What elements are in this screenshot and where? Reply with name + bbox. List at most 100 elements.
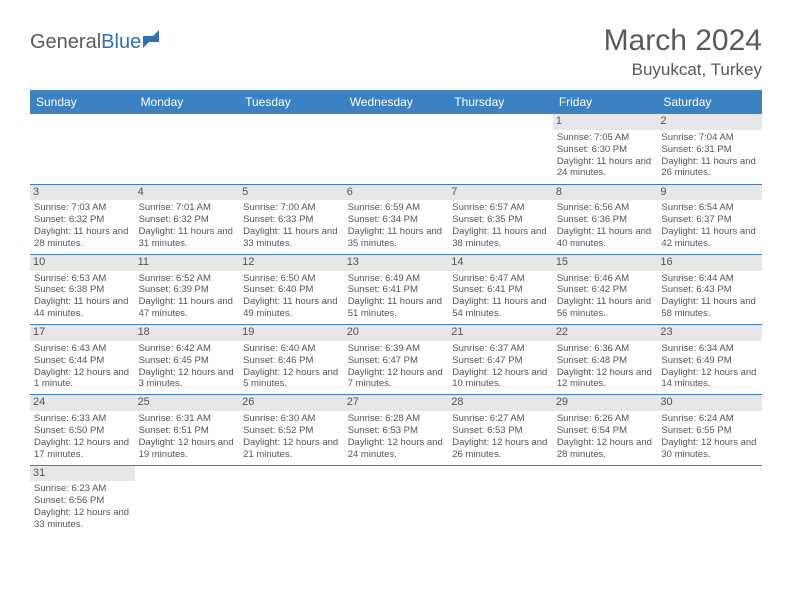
brand-text-1: General <box>30 31 101 54</box>
calendar-day-cell: 2 Sunrise: 7:04 AMSunset: 6:31 PMDaylight… <box>657 114 762 184</box>
calendar-day-cell: 18 Sunrise: 6:42 AMSunset: 6:45 PMDayligh… <box>135 325 240 395</box>
calendar-body: .....1Sunrise: 7:05 AMSunset: 6:30 PMDay… <box>30 114 762 535</box>
calendar-day-cell: 22 Sunrise: 6:36 AMSunset: 6:48 PMDayligh… <box>553 325 658 395</box>
calendar-day-cell: 3Sunrise: 7:03 AMSunset: 6:32 PMDaylight… <box>30 184 135 254</box>
calendar-day-cell: . <box>448 114 553 184</box>
day-detail: Sunrise: 6:52 AMSunset: 6:39 PMDaylight:… <box>139 273 236 321</box>
calendar-day-cell: 20 Sunrise: 6:39 AMSunset: 6:47 PMDayligh… <box>344 325 449 395</box>
calendar-day-cell: 10Sunrise: 6:53 AMSunset: 6:38 PMDayligh… <box>30 254 135 324</box>
calendar-day-cell: 24Sunrise: 6:33 AMSunset: 6:50 PMDayligh… <box>30 395 135 465</box>
brand-text-2: Blue <box>101 31 141 54</box>
day-detail: Sunrise: 6:37 AMSunset: 6:47 PMDaylight:… <box>452 343 549 391</box>
flag-icon <box>143 30 169 54</box>
day-number: 20 <box>344 325 449 341</box>
day-number: 27 <box>344 395 449 411</box>
day-number: 26 <box>239 395 344 411</box>
calendar-day-cell: 7Sunrise: 6:57 AMSunset: 6:35 PMDaylight… <box>448 184 553 254</box>
calendar-day-cell: 13 Sunrise: 6:49 AMSunset: 6:41 PMDayligh… <box>344 254 449 324</box>
day-detail: Sunrise: 6:46 AMSunset: 6:42 PMDaylight:… <box>557 273 654 321</box>
calendar-day-cell: 25 Sunrise: 6:31 AMSunset: 6:51 PMDayligh… <box>135 395 240 465</box>
title-block: March 2024 Buyukcat, Turkey <box>604 24 762 80</box>
calendar-day-cell: 6Sunrise: 6:59 AMSunset: 6:34 PMDaylight… <box>344 184 449 254</box>
calendar-week-row: 31Sunrise: 6:23 AMSunset: 6:56 PMDayligh… <box>30 465 762 535</box>
day-number: 14 <box>448 255 553 271</box>
weekday-header: Tuesday <box>239 90 344 114</box>
calendar-day-cell: 28 Sunrise: 6:27 AMSunset: 6:53 PMDayligh… <box>448 395 553 465</box>
day-detail: Sunrise: 6:30 AMSunset: 6:52 PMDaylight:… <box>243 413 340 461</box>
location-subtitle: Buyukcat, Turkey <box>604 60 762 80</box>
day-detail: Sunrise: 6:59 AMSunset: 6:34 PMDaylight:… <box>348 202 445 250</box>
calendar-day-cell: . <box>657 465 762 535</box>
day-number: 16 <box>657 255 762 271</box>
day-detail: Sunrise: 7:05 AMSunset: 6:30 PMDaylight:… <box>557 132 654 180</box>
calendar-day-cell: 11 Sunrise: 6:52 AMSunset: 6:39 PMDayligh… <box>135 254 240 324</box>
day-number: 18 <box>135 325 240 341</box>
day-number: 15 <box>553 255 658 271</box>
day-number: 28 <box>448 395 553 411</box>
calendar-week-row: 17 Sunrise: 6:43 AMSunset: 6:44 PMDayligh… <box>30 325 762 395</box>
day-detail: Sunrise: 6:26 AMSunset: 6:54 PMDaylight:… <box>557 413 654 461</box>
weekday-header: Sunday <box>30 90 135 114</box>
day-number: 8 <box>553 185 658 201</box>
calendar-day-cell: 27Sunrise: 6:28 AMSunset: 6:53 PMDayligh… <box>344 395 449 465</box>
day-number: 17 <box>30 325 135 341</box>
calendar-day-cell: 29 Sunrise: 6:26 AMSunset: 6:54 PMDayligh… <box>553 395 658 465</box>
calendar-day-cell: . <box>135 114 240 184</box>
day-detail: Sunrise: 6:24 AMSunset: 6:55 PMDaylight:… <box>661 413 758 461</box>
calendar-day-cell: 4Sunrise: 7:01 AMSunset: 6:32 PMDaylight… <box>135 184 240 254</box>
calendar-day-cell: . <box>239 465 344 535</box>
day-number: 29 <box>553 395 658 411</box>
calendar-day-cell: . <box>344 114 449 184</box>
calendar-day-cell: 9Sunrise: 6:54 AMSunset: 6:37 PMDaylight… <box>657 184 762 254</box>
day-detail: Sunrise: 6:27 AMSunset: 6:53 PMDaylight:… <box>452 413 549 461</box>
day-number: 12 <box>239 255 344 271</box>
calendar-week-row: 3Sunrise: 7:03 AMSunset: 6:32 PMDaylight… <box>30 184 762 254</box>
calendar-day-cell: 26 Sunrise: 6:30 AMSunset: 6:52 PMDayligh… <box>239 395 344 465</box>
calendar-day-cell: . <box>553 465 658 535</box>
day-number: 21 <box>448 325 553 341</box>
calendar-day-cell: 8Sunrise: 6:56 AMSunset: 6:36 PMDaylight… <box>553 184 658 254</box>
month-title: March 2024 <box>604 24 762 58</box>
day-detail: Sunrise: 6:56 AMSunset: 6:36 PMDaylight:… <box>557 202 654 250</box>
day-detail: Sunrise: 6:42 AMSunset: 6:45 PMDaylight:… <box>139 343 236 391</box>
day-number: 31 <box>30 466 135 482</box>
calendar-day-cell: 17 Sunrise: 6:43 AMSunset: 6:44 PMDayligh… <box>30 325 135 395</box>
day-detail: Sunrise: 6:57 AMSunset: 6:35 PMDaylight:… <box>452 202 549 250</box>
weekday-header: Thursday <box>448 90 553 114</box>
calendar-day-cell: 1 Sunrise: 7:05 AMSunset: 6:30 PMDaylight… <box>553 114 658 184</box>
day-detail: Sunrise: 6:49 AMSunset: 6:41 PMDaylight:… <box>348 273 445 321</box>
day-number: 24 <box>30 395 135 411</box>
calendar-day-cell: . <box>30 114 135 184</box>
day-number: 6 <box>344 185 449 201</box>
day-detail: Sunrise: 6:36 AMSunset: 6:48 PMDaylight:… <box>557 343 654 391</box>
day-number: 23 <box>657 325 762 341</box>
day-detail: Sunrise: 6:47 AMSunset: 6:41 PMDaylight:… <box>452 273 549 321</box>
calendar-day-cell: 15 Sunrise: 6:46 AMSunset: 6:42 PMDayligh… <box>553 254 658 324</box>
day-number: 1 <box>553 114 658 130</box>
day-number: 2 <box>657 114 762 130</box>
day-number: 13 <box>344 255 449 271</box>
calendar-day-cell: 5Sunrise: 7:00 AMSunset: 6:33 PMDaylight… <box>239 184 344 254</box>
calendar-day-cell: . <box>135 465 240 535</box>
calendar-day-cell: 19 Sunrise: 6:40 AMSunset: 6:46 PMDayligh… <box>239 325 344 395</box>
day-detail: Sunrise: 6:43 AMSunset: 6:44 PMDaylight:… <box>34 343 131 391</box>
header: GeneralBlue March 2024 Buyukcat, Turkey <box>30 24 762 80</box>
day-detail: Sunrise: 6:31 AMSunset: 6:51 PMDaylight:… <box>139 413 236 461</box>
weekday-header: Friday <box>553 90 658 114</box>
calendar-week-row: .....1Sunrise: 7:05 AMSunset: 6:30 PMDay… <box>30 114 762 184</box>
day-number: 19 <box>239 325 344 341</box>
day-detail: Sunrise: 6:50 AMSunset: 6:40 PMDaylight:… <box>243 273 340 321</box>
day-detail: Sunrise: 6:39 AMSunset: 6:47 PMDaylight:… <box>348 343 445 391</box>
day-number: 30 <box>657 395 762 411</box>
day-detail: Sunrise: 6:53 AMSunset: 6:38 PMDaylight:… <box>34 273 131 321</box>
day-number: 11 <box>135 255 240 271</box>
day-number: 7 <box>448 185 553 201</box>
day-number: 25 <box>135 395 240 411</box>
calendar-day-cell: 14 Sunrise: 6:47 AMSunset: 6:41 PMDayligh… <box>448 254 553 324</box>
day-detail: Sunrise: 7:04 AMSunset: 6:31 PMDaylight:… <box>661 132 758 180</box>
day-detail: Sunrise: 7:00 AMSunset: 6:33 PMDaylight:… <box>243 202 340 250</box>
day-detail: Sunrise: 6:23 AMSunset: 6:56 PMDaylight:… <box>34 483 131 531</box>
day-number: 22 <box>553 325 658 341</box>
day-detail: Sunrise: 6:40 AMSunset: 6:46 PMDaylight:… <box>243 343 340 391</box>
calendar-day-cell: 30 Sunrise: 6:24 AMSunset: 6:55 PMDayligh… <box>657 395 762 465</box>
